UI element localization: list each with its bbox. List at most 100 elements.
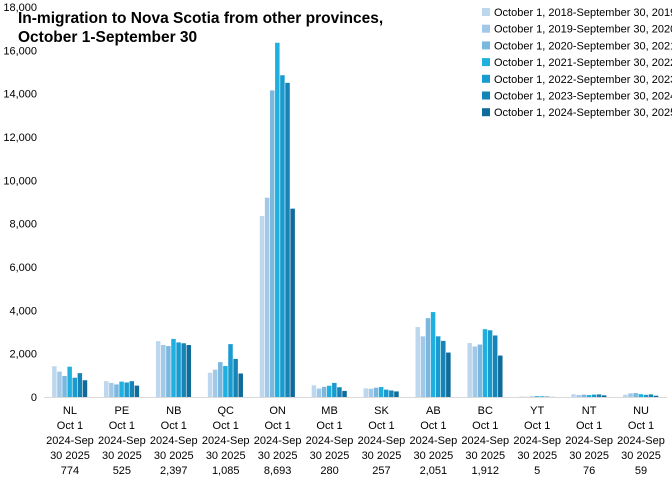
y-tick-label: 18,000 [3, 2, 37, 14]
bar-sk-series-6 [389, 390, 394, 397]
x-tick-value: 257 [372, 465, 390, 477]
y-tick-label: 0 [31, 392, 37, 404]
bar-on-series-6 [285, 82, 290, 397]
x-tick-value: 2,051 [420, 465, 448, 477]
x-tick-sublabel: 2024-Sep [306, 435, 354, 447]
legend-label: October 1, 2024-September 30, 2025 [494, 107, 672, 119]
x-tick-sublabel: Oct 1 [472, 420, 498, 432]
bar-nl-series-1 [52, 366, 57, 397]
bar-yt-series-5 [539, 396, 545, 397]
legend-swatch [482, 8, 490, 16]
x-tick-label: QC [217, 405, 234, 417]
y-tick-label: 2,000 [9, 349, 37, 361]
x-tick-sublabel: 30 2025 [465, 450, 505, 462]
y-tick-label: 4,000 [9, 305, 37, 317]
bar-ab-series-6 [441, 340, 446, 397]
x-tick-sublabel: 2024-Sep [46, 435, 94, 447]
x-tick-label: AB [426, 405, 441, 417]
bar-on-series-3 [269, 90, 275, 398]
y-tick-label: 10,000 [3, 175, 37, 187]
bar-sk-series-3 [373, 387, 379, 397]
bar-bc-series-6 [492, 335, 498, 397]
y-tick-label: 12,000 [3, 132, 37, 144]
x-tick-label: NB [166, 405, 181, 417]
bar-bc-series-7 [498, 355, 503, 397]
legend-label: October 1, 2019-September 30, 2020 [494, 24, 672, 36]
x-tick-label: MB [321, 405, 338, 417]
bar-nu-series-4 [638, 394, 643, 397]
x-tick-sublabel: 2024-Sep [150, 435, 198, 447]
bar-on-series-2 [264, 197, 270, 397]
x-tick-sublabel: 30 2025 [102, 450, 142, 462]
bar-pe-series-4 [119, 381, 124, 397]
bar-mb-series-7 [342, 390, 347, 397]
bar-mb-series-5 [332, 382, 337, 397]
bar-sk-series-2 [368, 388, 374, 397]
chart-title: In-migration to Nova Scotia from other p… [18, 10, 383, 27]
bar-ab-series-7 [446, 352, 451, 397]
x-tick-sublabel: 2024-Sep [254, 435, 302, 447]
bar-on-series-1 [259, 216, 265, 397]
bar-pe-series-5 [124, 382, 129, 397]
bar-nl-series-4 [67, 366, 72, 397]
x-tick-label: SK [374, 405, 389, 417]
x-tick-sublabel: Oct 1 [109, 420, 135, 432]
bar-nu-series-5 [643, 394, 649, 397]
bar-ab-series-1 [415, 327, 421, 397]
x-tick-sublabel: 2024-Sep [98, 435, 146, 447]
legend-label: October 1, 2020-September 30, 2021 [494, 40, 672, 52]
bar-bc-series-2 [472, 346, 478, 397]
legend: October 1, 2018-September 30, 2019 Octobe… [482, 7, 672, 119]
bar-nu-series-3 [633, 393, 638, 397]
bar-ab-series-5 [435, 336, 441, 397]
x-tick-label: BC [478, 405, 493, 417]
bar-on-series-7 [290, 208, 295, 397]
bar-bc-series-4 [482, 329, 488, 397]
legend-swatch [482, 24, 490, 33]
x-tick-sublabel: 2024-Sep [617, 435, 665, 447]
x-tick-sublabel: Oct 1 [576, 420, 602, 432]
x-tick-value: 59 [635, 465, 647, 477]
x-tick-sublabel: 2024-Sep [513, 435, 561, 447]
legend-label: October 1, 2022-September 30, 2023 [494, 74, 672, 86]
y-tick-label: 14,000 [3, 89, 37, 101]
x-tick-sublabel: 30 2025 [206, 450, 246, 462]
bar-ab-series-3 [425, 318, 431, 397]
legend-swatch [482, 74, 490, 83]
bar-nb-series-6 [181, 343, 186, 397]
bar-qc-series-1 [207, 372, 213, 397]
x-tick-sublabel: 30 2025 [569, 450, 609, 462]
x-tick-sublabel: 30 2025 [50, 450, 90, 462]
bar-nu-series-1 [623, 394, 628, 397]
bar-nt-series-5 [591, 394, 597, 397]
bar-mb-series-1 [311, 385, 317, 397]
bar-nu-series-7 [653, 395, 659, 397]
x-tick-label: PE [115, 405, 130, 417]
bar-nu-series-2 [628, 393, 633, 397]
bar-mb-series-6 [337, 387, 342, 397]
bar-nb-series-4 [171, 338, 176, 397]
bar-nb-series-1 [155, 341, 161, 397]
x-tick-value: 1,085 [212, 465, 240, 477]
legend-swatch [482, 58, 490, 67]
legend-swatch [482, 41, 490, 50]
bar-sk-series-5 [384, 389, 389, 397]
bar-ab-series-4 [430, 312, 436, 397]
x-tick-sublabel: 2024-Sep [410, 435, 458, 447]
bar-qc-series-2 [212, 369, 218, 397]
y-tick-label: 6,000 [9, 262, 37, 274]
x-tick-value: 280 [320, 465, 338, 477]
x-tick-sublabel: Oct 1 [368, 420, 394, 432]
bar-nt-series-2 [576, 395, 581, 397]
bar-nt-series-6 [596, 394, 602, 397]
bar-pe-series-2 [109, 382, 114, 397]
bar-nu-series-6 [648, 394, 654, 397]
x-tick-sublabel: 2024-Sep [202, 435, 250, 447]
bar-nl-series-2 [57, 371, 62, 397]
x-tick-sublabel: 30 2025 [517, 450, 557, 462]
bar-on-series-5 [280, 75, 285, 397]
bar-sk-series-7 [394, 391, 399, 397]
bar-mb-series-3 [321, 386, 327, 397]
bar-nb-series-3 [166, 346, 171, 397]
bar-nl-series-6 [77, 373, 83, 397]
